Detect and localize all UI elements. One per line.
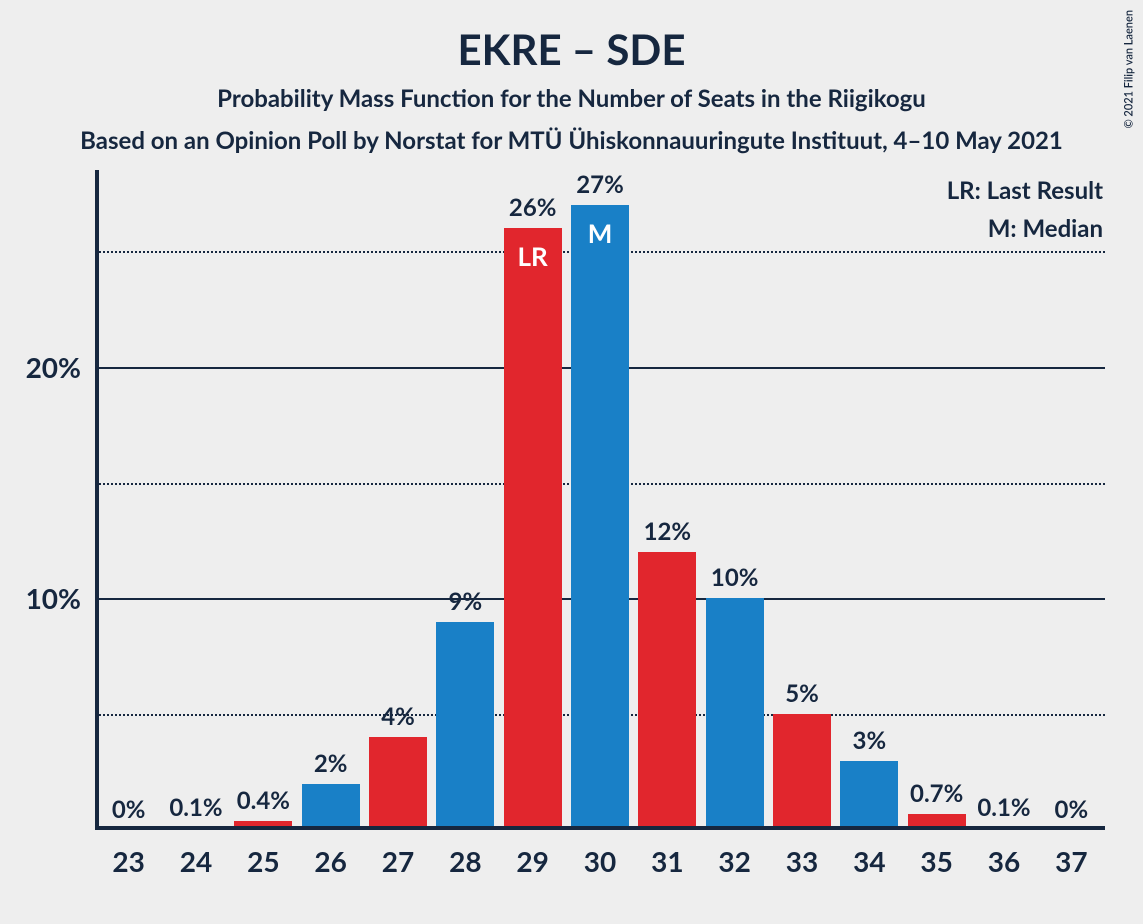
xtick-label: 34 — [853, 844, 885, 878]
xtick-label: 33 — [786, 844, 818, 878]
ytick-label: 10% — [26, 581, 81, 615]
xtick-label: 28 — [449, 844, 481, 878]
xtick-label: 25 — [247, 844, 279, 878]
bar — [436, 622, 494, 830]
bar — [504, 228, 562, 830]
y-axis — [95, 170, 99, 830]
x-axis — [95, 826, 1105, 830]
xtick-label: 32 — [718, 844, 750, 878]
bar — [302, 784, 360, 830]
bar — [706, 598, 764, 830]
xtick-label: 35 — [920, 844, 952, 878]
bar-value-label: 26% — [509, 193, 557, 222]
bar-inner-label: M — [588, 217, 613, 249]
xtick-label: 24 — [180, 844, 212, 878]
bar-value-label: 12% — [644, 517, 692, 546]
plot-area: 10%20%0%230.1%240.4%252%264%279%2826%LR2… — [95, 170, 1105, 830]
xtick-label: 23 — [112, 844, 144, 878]
xtick-label: 29 — [516, 844, 548, 878]
xtick-label: 26 — [314, 844, 346, 878]
bar-value-label: 0.1% — [169, 793, 222, 822]
bar — [571, 205, 629, 830]
bar-value-label: 5% — [785, 679, 819, 708]
bar-value-label: 0.7% — [910, 779, 963, 808]
bar-value-label: 2% — [314, 749, 348, 778]
chart-source: Based on an Opinion Poll by Norstat for … — [0, 126, 1143, 155]
chart-subtitle: Probability Mass Function for the Number… — [0, 84, 1143, 113]
xtick-label: 31 — [651, 844, 683, 878]
bar-value-label: 0% — [1055, 795, 1089, 824]
copyright-text: © 2021 Filip van Laenen — [1122, 10, 1135, 128]
xtick-label: 27 — [382, 844, 414, 878]
xtick-label: 30 — [584, 844, 616, 878]
bar — [840, 761, 898, 830]
chart-title: EKRE – SDE — [0, 24, 1143, 74]
bar-value-label: 4% — [381, 702, 415, 731]
chart-canvas: EKRE – SDE Probability Mass Function for… — [0, 0, 1143, 924]
ytick-label: 20% — [26, 350, 81, 384]
bar-value-label: 10% — [711, 563, 759, 592]
bar-inner-label: LR — [518, 240, 548, 272]
bar-value-label: 0.4% — [237, 786, 290, 815]
bar-value-label: 9% — [449, 587, 483, 616]
bar-value-label: 0% — [112, 795, 146, 824]
bar — [638, 552, 696, 830]
bar-value-label: 0.1% — [977, 793, 1030, 822]
bar — [369, 737, 427, 830]
bar — [773, 714, 831, 830]
bar-value-label: 27% — [576, 170, 624, 199]
bar-value-label: 3% — [853, 726, 887, 755]
xtick-label: 36 — [988, 844, 1020, 878]
xtick-label: 37 — [1055, 844, 1087, 878]
